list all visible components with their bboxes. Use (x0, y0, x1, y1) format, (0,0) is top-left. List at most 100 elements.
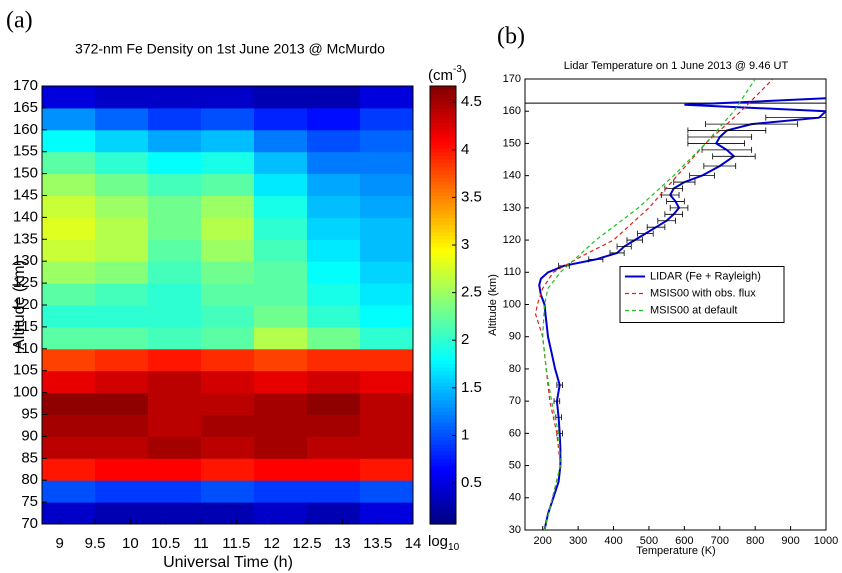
colorbar-segment (430, 213, 456, 218)
heatmap-cell (42, 195, 96, 218)
error-bar (701, 146, 753, 153)
colorbar-segment (430, 421, 456, 427)
x-tick-label: 9 (55, 535, 63, 552)
colorbar-segment (430, 301, 456, 306)
y-tick-label: 80 (509, 363, 521, 375)
y-tick-label: 145 (13, 186, 38, 203)
error-bar (673, 179, 696, 186)
legend-label: MSIS00 at default (650, 304, 737, 316)
heatmap-cell (42, 86, 96, 109)
heatmap-cell (360, 217, 414, 240)
error-bar (588, 256, 604, 263)
y-tick-label: 155 (13, 143, 38, 160)
heatmap-cell (42, 239, 96, 262)
colorbar-segment (430, 396, 456, 401)
x-axis-label: Temperature (K) (636, 545, 715, 557)
colorbar-segment (430, 407, 456, 412)
heatmap-cell (148, 326, 202, 350)
y-tick-label: 100 (503, 298, 521, 310)
heatmap-cell (254, 480, 308, 503)
heatmap-cell (360, 348, 414, 372)
colorbar-segment (430, 370, 456, 375)
unit-exponent: -3 (453, 64, 462, 75)
x-tick-label: 1000 (814, 535, 838, 547)
panel-label: (b) (497, 24, 525, 50)
y-tick-label: 95 (21, 405, 38, 422)
colorbar-segment (430, 334, 456, 339)
colorbar-segment (430, 465, 456, 470)
y-tick-label: 160 (13, 121, 38, 138)
heatmap-cell (95, 370, 149, 394)
colorbar-segment (430, 315, 456, 321)
colorbar-segment (430, 509, 456, 514)
heatmap-cell (95, 195, 149, 218)
error-bar (553, 398, 561, 405)
colorbar-segment (430, 115, 456, 120)
heatmap-cell (148, 173, 202, 196)
colorbar-segment (430, 235, 456, 240)
colorbar-segment (430, 367, 456, 372)
colorbar-segment (430, 432, 456, 437)
colorbar-segment (430, 199, 456, 204)
colorbar-segment (430, 173, 456, 178)
heatmap-cell (254, 502, 308, 525)
colorbar-segment (430, 483, 456, 489)
colorbar-segment (430, 250, 456, 255)
colorbar-segment (430, 286, 456, 291)
x-tick-label: 700 (711, 535, 729, 547)
heatmap-cell (201, 107, 255, 131)
heatmap-cell (201, 436, 255, 459)
colorbar-segment (430, 312, 456, 317)
heatmap-cell (42, 173, 96, 196)
heatmap-cell (254, 348, 308, 372)
heatmap-cell (42, 436, 96, 459)
colorbar-segment (430, 378, 456, 383)
error-bar (646, 224, 666, 231)
x-tick-label: 500 (640, 535, 658, 547)
error-bar (687, 133, 753, 140)
heatmap-cell (148, 129, 202, 153)
heatmap-cell (95, 480, 149, 503)
colorbar-segment (430, 290, 456, 295)
error-bar (687, 140, 745, 147)
y-tick-label: 105 (13, 362, 38, 379)
heatmap-cell (201, 261, 255, 284)
heatmap-cell (42, 392, 96, 415)
y-tick-label: 170 (503, 73, 521, 85)
heatmap-cell (201, 392, 255, 415)
error-bar (669, 204, 689, 211)
colorbar-segment (430, 410, 456, 416)
heatmap-cell (148, 348, 202, 372)
colorbar-segment (430, 93, 456, 98)
heatmap-cell (148, 151, 202, 175)
colorbar-segment (430, 104, 456, 109)
error-bar (657, 217, 676, 224)
error-bar (626, 237, 643, 244)
heatmap-cell (42, 348, 96, 372)
heatmap-cell (360, 370, 414, 394)
error-bar (765, 114, 826, 121)
colorbar-segment (430, 469, 456, 474)
colorbar-segment (430, 294, 456, 299)
colorbar-segment (430, 169, 456, 175)
y-axis-label: Altitude (km) (487, 274, 499, 336)
unit-close: ) (462, 67, 467, 84)
heatmap-cell (254, 107, 308, 131)
heatmap-cell (307, 414, 361, 437)
heatmap-cell (148, 86, 202, 109)
heatmap-cell (95, 107, 149, 131)
colorbar-segment (430, 326, 456, 332)
colorbar-segment (430, 385, 456, 390)
x-tick-label: 800 (746, 535, 764, 547)
colorbar-segment (430, 487, 456, 492)
heatmap-cell (254, 436, 308, 459)
x-tick-label: 13 (334, 535, 351, 552)
heatmap-cell (148, 436, 202, 459)
heatmap-cell (201, 480, 255, 503)
colorbar-segment (430, 323, 456, 328)
error-bar (609, 249, 625, 256)
heatmap-cell (42, 283, 96, 306)
colorbar-segment (430, 107, 456, 113)
y-axis-label: Altitude (km) (11, 260, 28, 350)
series-line (542, 79, 756, 530)
